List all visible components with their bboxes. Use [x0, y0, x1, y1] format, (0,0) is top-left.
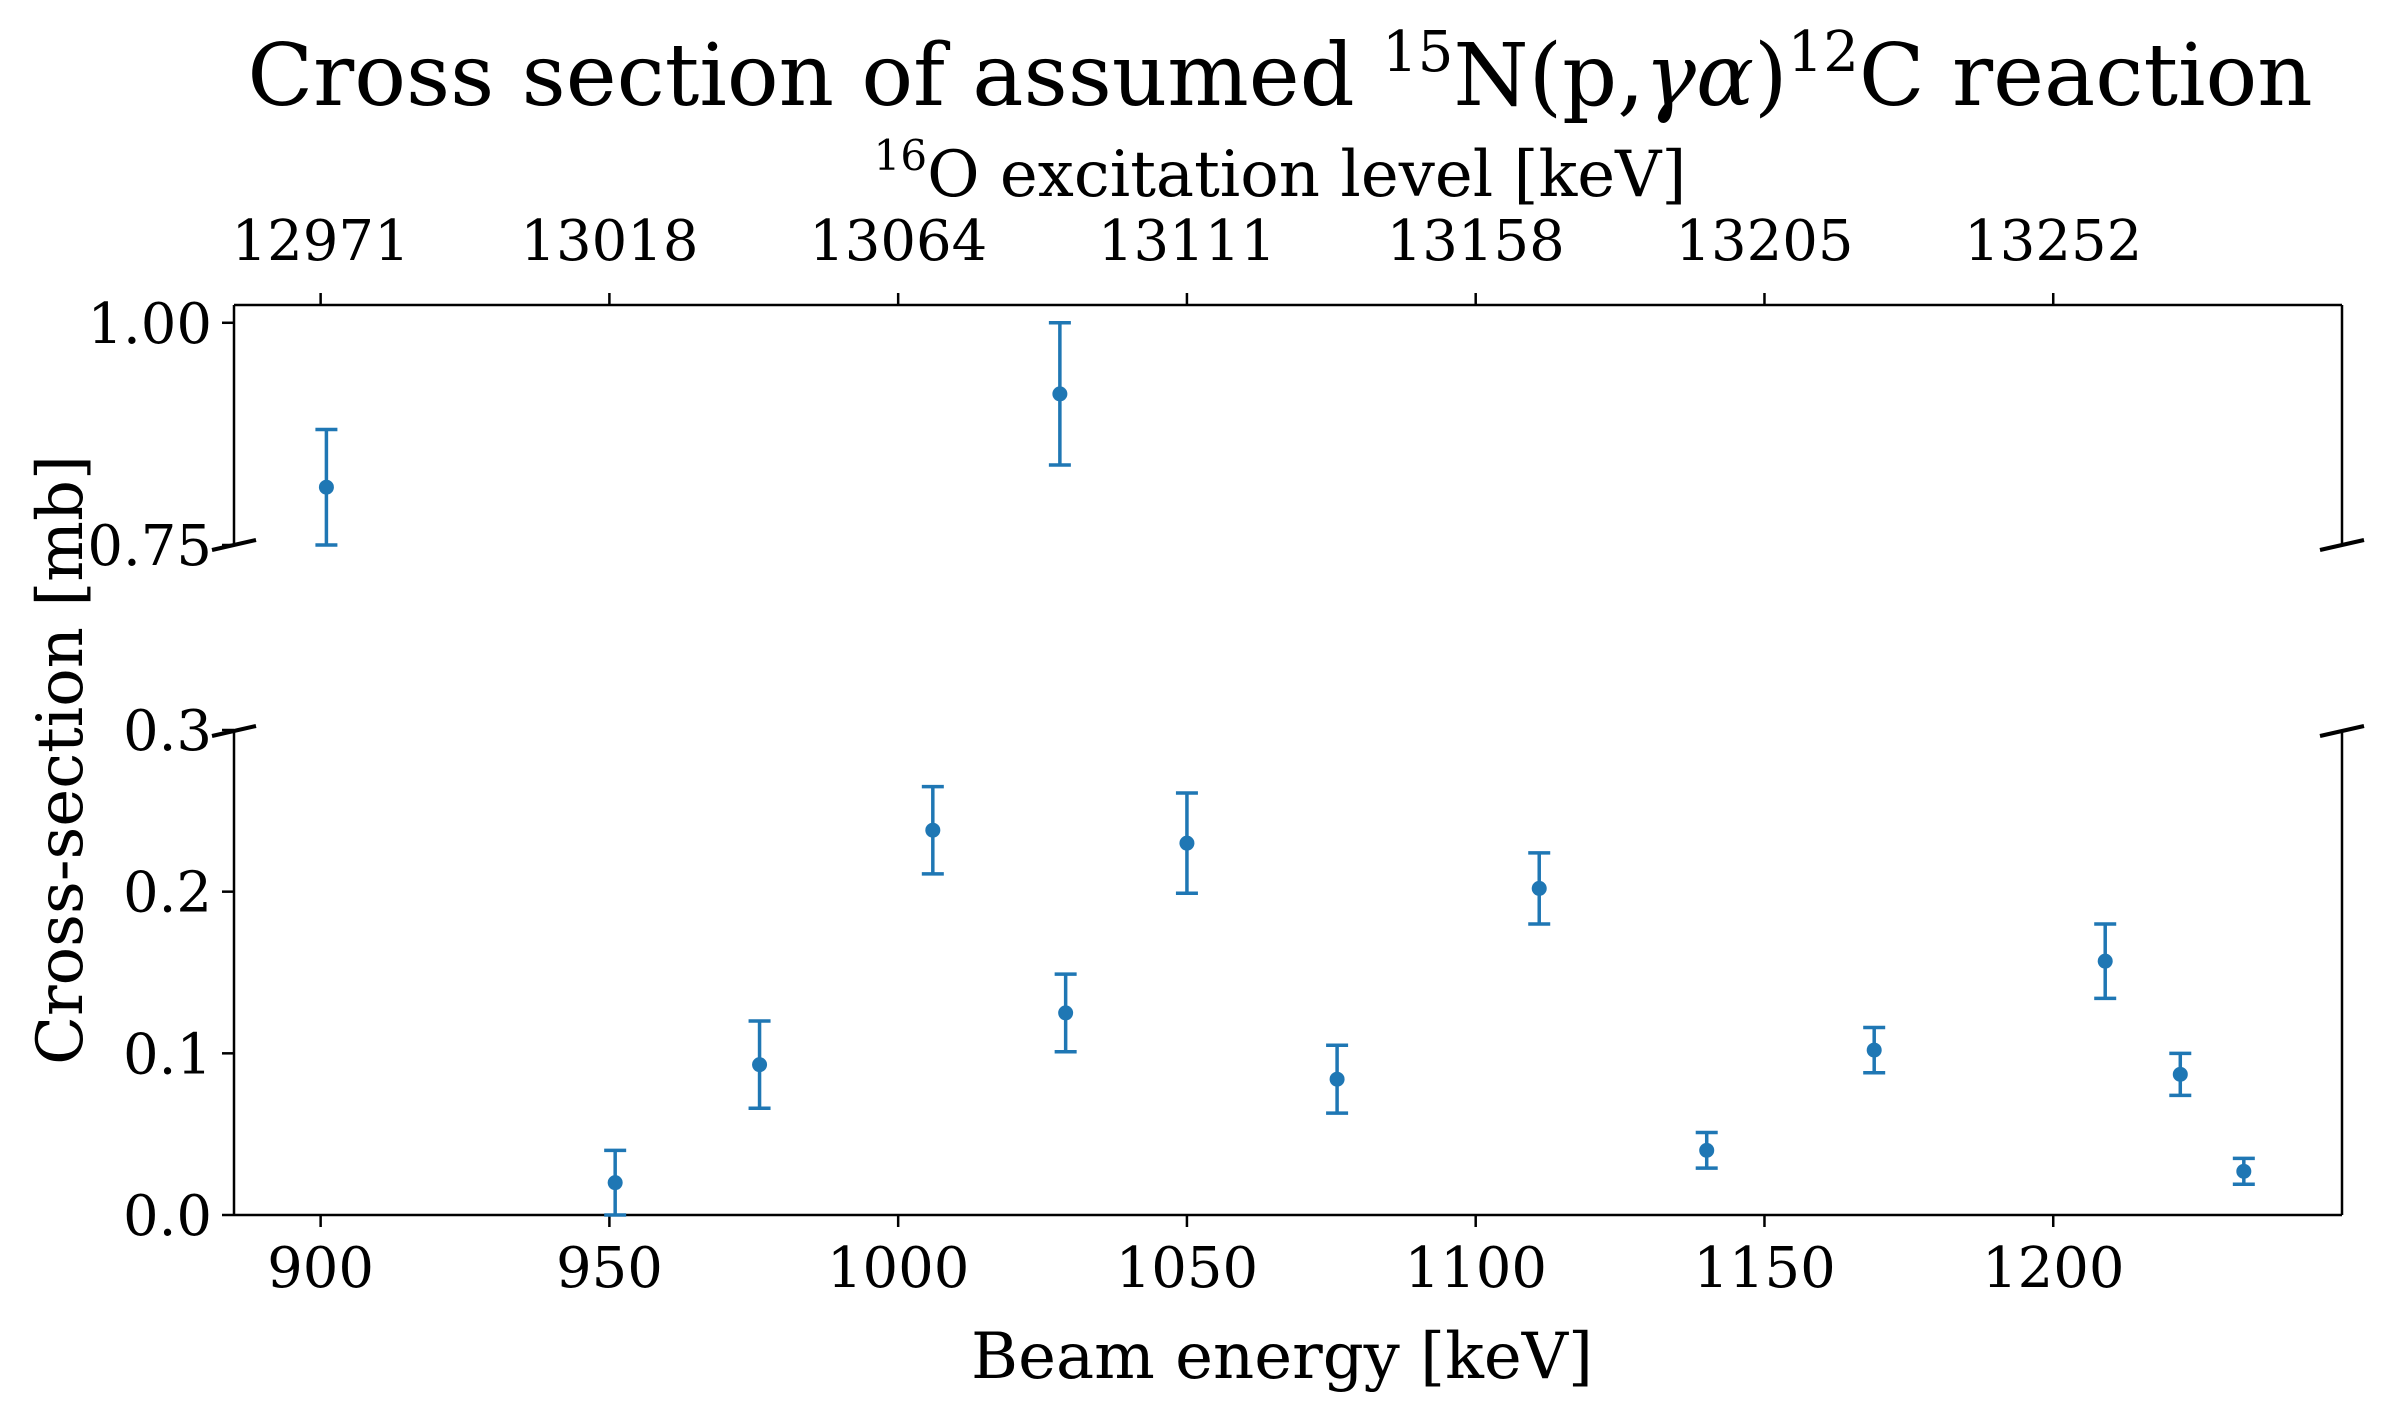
data-marker [1052, 386, 1068, 402]
top-tick-label: 13252 [1964, 209, 2142, 274]
x-tick-label: 1100 [1404, 1236, 1547, 1301]
x-tick-label: 900 [267, 1236, 374, 1301]
data-marker [2236, 1163, 2252, 1179]
upper-y-tick-label: 0.75 [87, 514, 212, 579]
data-point [2169, 1051, 2192, 1098]
data-point [1695, 1130, 1718, 1170]
upper-y-ticks: 0.75 1.00 [87, 292, 234, 579]
data-point [1528, 851, 1551, 926]
data-point [315, 427, 338, 547]
x-tick-label: 1000 [827, 1236, 970, 1301]
data-marker [318, 479, 334, 495]
data-marker [1866, 1042, 1882, 1058]
data-point [921, 784, 944, 876]
lower-y-ticks: 0.0 0.1 0.2 0.3 [123, 699, 234, 1249]
chart-title: Cross section of assumed 15N(p,γα)12C re… [247, 20, 2312, 126]
x-axis-label: Beam energy [keV] [971, 1320, 1593, 1394]
top-axis-ticks: 12971 13018 13064 13111 13158 13205 13252 [232, 209, 2142, 305]
data-marker [2172, 1066, 2188, 1082]
top-tick-label: 13111 [1098, 209, 1276, 274]
data-marker [2097, 953, 2113, 969]
data-marker [1329, 1071, 1345, 1087]
upper-panel-frame [211, 303, 2365, 552]
break-mark-upper-right [2319, 538, 2365, 552]
top-axis-label: 16O excitation level [keV] [874, 131, 1687, 212]
x-tick-label: 1050 [1116, 1236, 1259, 1301]
top-tick-label: 13205 [1675, 209, 1853, 274]
y-axis-label: Cross-section [mb] [24, 455, 98, 1065]
data-point [2232, 1156, 2255, 1187]
lower-y-tick-label: 0.2 [123, 861, 212, 926]
data-point [748, 1019, 771, 1111]
data-marker [925, 822, 941, 838]
top-tick-label: 13018 [520, 209, 698, 274]
top-tick-label: 12971 [232, 209, 410, 274]
data-point [1054, 972, 1077, 1054]
data-point [1863, 1025, 1886, 1075]
lower-y-tick-label: 0.3 [123, 699, 212, 764]
data-point [1175, 791, 1198, 896]
lower-panel-frame [211, 724, 2365, 1217]
data-point [1326, 1043, 1349, 1115]
data-marker [1058, 1005, 1074, 1021]
lower-y-tick-label: 0.1 [123, 1022, 212, 1087]
top-tick-label: 13158 [1387, 209, 1565, 274]
x-tick-label: 1200 [1982, 1236, 2125, 1301]
lower-y-tick-label: 0.0 [123, 1184, 212, 1249]
data-points [315, 321, 2255, 1217]
data-marker [1531, 880, 1547, 896]
top-tick-label: 13064 [809, 209, 987, 274]
break-mark-lower-right [2319, 724, 2365, 738]
data-marker [1699, 1142, 1715, 1158]
x-tick-label: 1150 [1693, 1236, 1836, 1301]
data-point [1048, 321, 1071, 467]
x-tick-label: 950 [556, 1236, 663, 1301]
upper-y-tick-label: 1.00 [87, 292, 212, 357]
data-marker [752, 1057, 768, 1073]
data-point [604, 1148, 627, 1217]
x-axis-ticks: 900 950 1000 1050 1100 1150 1200 [267, 1215, 2124, 1301]
data-marker [607, 1175, 623, 1191]
data-marker [1179, 835, 1195, 851]
data-point [2094, 922, 2117, 1001]
